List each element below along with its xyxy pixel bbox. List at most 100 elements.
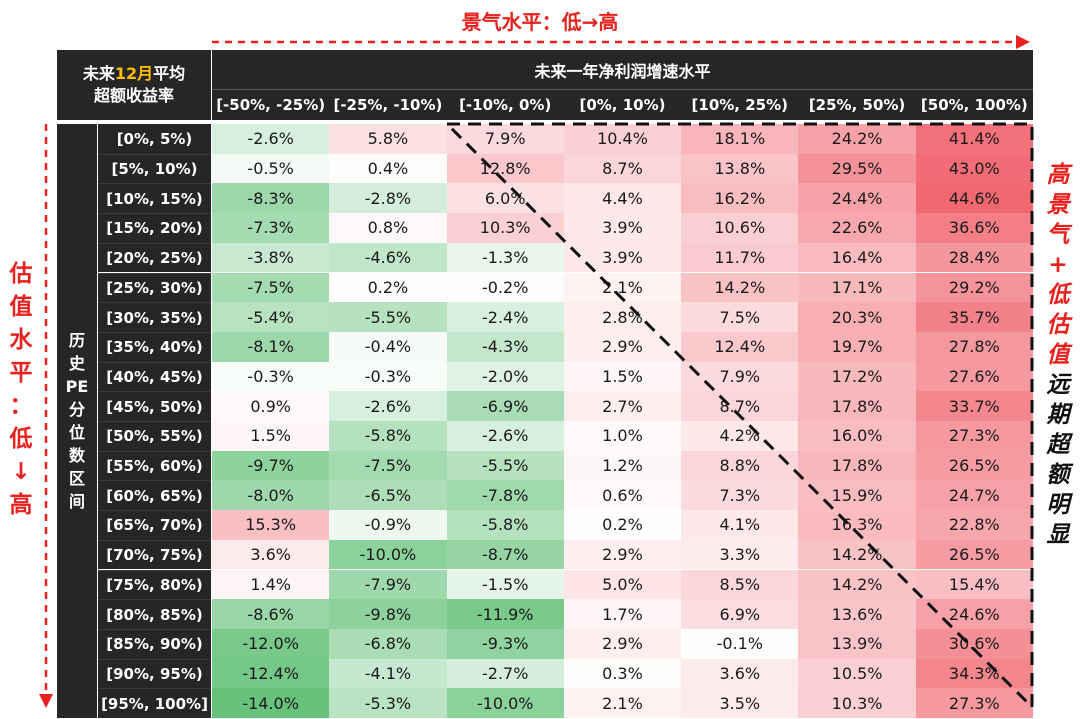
heatmap-cell: -8.1% bbox=[212, 331, 330, 362]
heatmap-cell: 2.9% bbox=[563, 628, 682, 659]
heatmap-cell: 10.6% bbox=[681, 213, 799, 243]
heatmap-cell: 17.8% bbox=[798, 450, 916, 481]
y-tick-label: [55%, 60%) bbox=[98, 450, 211, 481]
heatmap-cell: -2.6% bbox=[446, 421, 564, 451]
heatmap-cell: 29.2% bbox=[915, 272, 1033, 303]
heatmap-cell: -0.9% bbox=[329, 510, 447, 540]
left-label-char: 高 bbox=[9, 492, 33, 518]
y-tick-label: [75%, 80%) bbox=[98, 569, 211, 600]
heatmap-cell: 0.6% bbox=[563, 480, 682, 511]
heatmap-cell: 6.9% bbox=[681, 599, 799, 629]
heatmap-cell: 17.2% bbox=[798, 361, 916, 392]
heatmap-cell: -0.4% bbox=[329, 331, 447, 362]
heatmap-cell: 2.7% bbox=[563, 391, 682, 421]
heatmap-cell: -8.6% bbox=[212, 599, 330, 629]
heatmap-cell: 41.4% bbox=[915, 124, 1033, 154]
left-label-char: ： bbox=[9, 393, 33, 419]
heatmap-cell: -4.3% bbox=[446, 331, 564, 362]
y-tick-label: [85%, 90%) bbox=[98, 628, 211, 659]
heatmap-cell: 11.7% bbox=[681, 242, 799, 273]
heatmap-cell: -2.7% bbox=[446, 658, 564, 689]
heatmap-cell: 22.8% bbox=[915, 510, 1033, 540]
y-tick-label: [10%, 15%) bbox=[98, 183, 211, 214]
heatmap-cell: -5.4% bbox=[212, 302, 330, 332]
heatmap-cell: 2.1% bbox=[563, 272, 682, 303]
y-tick-label: [45%, 50%) bbox=[98, 391, 211, 421]
y-tick-label: [80%, 85%) bbox=[98, 599, 211, 629]
y-tick-label: [65%, 70%) bbox=[98, 510, 211, 540]
heatmap-cell: 15.9% bbox=[798, 480, 916, 511]
heatmap-cell: 2.9% bbox=[563, 331, 682, 362]
heatmap-cell: -0.5% bbox=[212, 153, 330, 184]
heatmap-cell: 2.8% bbox=[563, 302, 682, 332]
heatmap-cell: -0.2% bbox=[446, 272, 564, 303]
heatmap-cell: 17.8% bbox=[798, 391, 916, 421]
heatmap-cell: 14.2% bbox=[798, 569, 916, 600]
heatmap-cell: -7.5% bbox=[329, 450, 447, 481]
left-axis-annotation: 估值水平 ： 低 ↓ 高 bbox=[6, 258, 36, 522]
heatmap-cell: 3.3% bbox=[681, 539, 799, 570]
heatmap-cell: 16.3% bbox=[798, 510, 916, 540]
y-axis-title: 历史 PE 分位数区间 bbox=[57, 124, 97, 718]
x-tick-label: [-25%, -10%) bbox=[329, 90, 447, 120]
heatmap-cell: 3.6% bbox=[681, 658, 799, 689]
heatmap-cell: 0.9% bbox=[212, 391, 330, 421]
heatmap-cell: -0.3% bbox=[329, 361, 447, 392]
heatmap-cell: -8.0% bbox=[212, 480, 330, 511]
heatmap-cell: 1.5% bbox=[212, 421, 330, 451]
heatmap-cell: 36.6% bbox=[915, 213, 1033, 243]
x-axis-title: 未来一年净利润增速水平 bbox=[212, 50, 1033, 90]
heatmap-cell: 17.1% bbox=[798, 272, 916, 303]
heatmap-cell: -1.3% bbox=[446, 242, 564, 273]
heatmap-cell: 18.1% bbox=[681, 124, 799, 154]
x-tick-label: [0%, 10%) bbox=[563, 90, 682, 120]
heatmap-cell: 8.7% bbox=[681, 391, 799, 421]
y-tick-label: [20%, 25%) bbox=[98, 242, 211, 273]
heatmap-cell: 12.4% bbox=[681, 331, 799, 362]
corner-header-part: 未来 bbox=[82, 64, 115, 83]
heatmap-cell: 1.7% bbox=[563, 599, 682, 629]
heatmap-cell: 14.2% bbox=[798, 539, 916, 570]
heatmap-cell: 43.0% bbox=[915, 153, 1033, 184]
heatmap-cell: 0.8% bbox=[329, 213, 447, 243]
y-tick-label: [40%, 45%) bbox=[98, 361, 211, 392]
heatmap-cell: 3.9% bbox=[563, 213, 682, 243]
heatmap-cell: 3.6% bbox=[212, 539, 330, 570]
heatmap-cell: 6.0% bbox=[446, 183, 564, 214]
left-label-char: 平 bbox=[9, 360, 33, 386]
heatmap-cell: 8.7% bbox=[563, 153, 682, 184]
heatmap-cell: -4.6% bbox=[329, 242, 447, 273]
y-tick-label: [70%, 75%) bbox=[98, 539, 211, 570]
heatmap-cell: 33.7% bbox=[915, 391, 1033, 421]
heatmap-cell: -10.0% bbox=[446, 688, 564, 718]
heatmap-cell: 24.7% bbox=[915, 480, 1033, 511]
heatmap-cell: 8.8% bbox=[681, 450, 799, 481]
top-arrow-head bbox=[1016, 35, 1030, 49]
heatmap-cell: -5.8% bbox=[329, 421, 447, 451]
left-label-char: 低 bbox=[9, 426, 33, 452]
heatmap-cell: -0.3% bbox=[212, 361, 330, 392]
heatmap-cell: -2.4% bbox=[446, 302, 564, 332]
top-arrow-icon bbox=[212, 35, 1030, 49]
x-tick-label: [50%, 100%) bbox=[915, 90, 1033, 120]
heatmap-cell: 3.9% bbox=[563, 242, 682, 273]
heatmap-cell: 0.4% bbox=[329, 153, 447, 184]
heatmap-cell: 28.4% bbox=[915, 242, 1033, 273]
heatmap-cell: -10.0% bbox=[329, 539, 447, 570]
heatmap-cell: -7.8% bbox=[446, 480, 564, 511]
heatmap-cell: 27.6% bbox=[915, 361, 1033, 392]
y-axis-title-char: 史 bbox=[68, 354, 85, 373]
heatmap-cell: 26.5% bbox=[915, 450, 1033, 481]
x-tick-label: [-10%, 0%) bbox=[446, 90, 564, 120]
heatmap-cell: 24.6% bbox=[915, 599, 1033, 629]
heatmap-cell: 0.2% bbox=[563, 510, 682, 540]
heatmap-cell: 4.2% bbox=[681, 421, 799, 451]
heatmap-cell: -9.8% bbox=[329, 599, 447, 629]
right-label-char: 高 bbox=[1046, 162, 1070, 188]
heatmap-cell: 35.7% bbox=[915, 302, 1033, 332]
y-tick-label: [95%, 100%] bbox=[98, 688, 211, 718]
heatmap-cell: -5.5% bbox=[329, 302, 447, 332]
y-axis-title-char: 区 bbox=[68, 469, 85, 488]
heatmap-cell: 13.8% bbox=[681, 153, 799, 184]
